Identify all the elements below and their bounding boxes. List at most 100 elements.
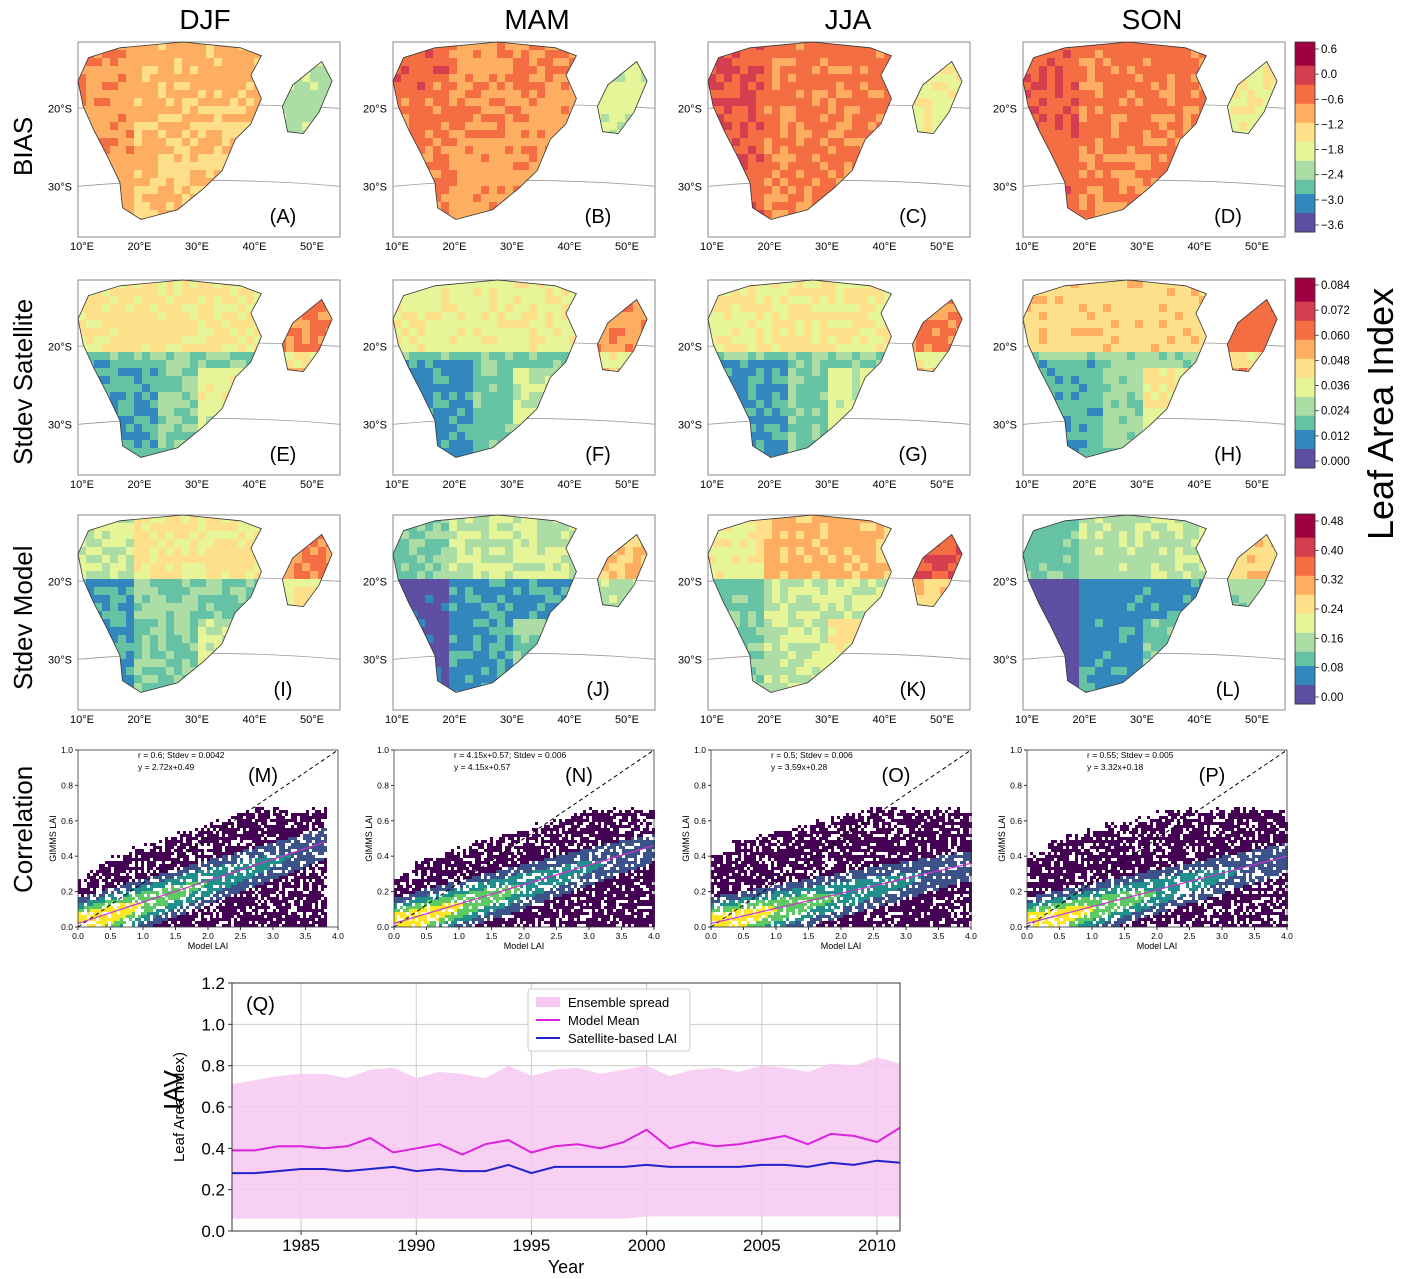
map-cell — [150, 296, 158, 304]
map-cell — [150, 106, 158, 114]
map-cell — [756, 162, 764, 170]
map-cell — [1135, 154, 1143, 162]
map-cell — [1039, 90, 1047, 98]
map-cell — [716, 90, 724, 98]
map-cell — [94, 122, 102, 130]
map-cell — [230, 98, 238, 106]
map-cell — [521, 336, 529, 344]
map-cell — [1071, 90, 1079, 98]
map-cell — [489, 162, 497, 170]
map-cell — [764, 66, 772, 74]
map-cell — [553, 50, 561, 58]
map-cell — [158, 280, 166, 288]
map-cell — [425, 328, 433, 336]
map-cell — [732, 82, 740, 90]
map-cell — [1247, 122, 1255, 130]
map-cell — [174, 352, 182, 360]
map-cell — [86, 312, 94, 320]
map-cell — [238, 122, 246, 130]
map-cell — [489, 392, 497, 400]
map-cell — [206, 90, 214, 98]
map-cell — [425, 50, 433, 58]
map-cell — [214, 50, 222, 58]
lon-label: 20°E — [128, 241, 152, 253]
map-cell — [1087, 82, 1095, 90]
map-cell — [481, 288, 489, 296]
map-cell — [1095, 50, 1103, 58]
map-cell — [481, 202, 489, 210]
map-cell — [110, 146, 118, 154]
map-cell — [126, 82, 134, 90]
map-cell — [158, 106, 166, 114]
map-cell — [465, 178, 473, 186]
map-cell — [537, 146, 545, 154]
map-cell — [804, 178, 812, 186]
map-cell — [1103, 66, 1111, 74]
map-cell — [441, 146, 449, 154]
map-cell — [118, 304, 126, 312]
map-cell — [828, 146, 836, 154]
map-cell — [513, 280, 521, 288]
map-cell — [1191, 74, 1199, 82]
map-cell — [1095, 42, 1103, 50]
map-cell — [1039, 58, 1047, 66]
map-cell — [473, 114, 481, 122]
map-cell — [230, 90, 238, 98]
map-cell — [852, 66, 860, 74]
map-cell — [497, 90, 505, 98]
map-cell — [1255, 114, 1263, 122]
map-cell — [126, 312, 134, 320]
map-cell — [449, 336, 457, 344]
map-cell — [118, 98, 126, 106]
map-cell — [1143, 162, 1151, 170]
map-cell — [214, 408, 222, 416]
map-cell — [238, 114, 246, 122]
map-cell — [1103, 178, 1111, 186]
map-cell — [401, 82, 409, 90]
map-cell — [94, 82, 102, 90]
map-cell — [561, 344, 569, 352]
map-cell — [1063, 122, 1071, 130]
map-cell — [1095, 114, 1103, 122]
map-cell — [158, 114, 166, 122]
map-cell — [401, 106, 409, 114]
map-cell — [102, 368, 110, 376]
map-cell — [457, 352, 465, 360]
map-cell — [505, 106, 513, 114]
map-cell — [820, 82, 828, 90]
map-cell — [142, 122, 150, 130]
map-cell — [553, 106, 561, 114]
map-cell — [86, 106, 94, 114]
map-cell — [513, 90, 521, 98]
map-cell — [238, 58, 246, 66]
map-cell — [529, 138, 537, 146]
map-cell — [441, 122, 449, 130]
map-cell — [86, 336, 94, 344]
map-cell — [294, 106, 302, 114]
map-cell — [1047, 130, 1055, 138]
map-cell — [932, 82, 940, 90]
map-cell — [134, 360, 142, 368]
map-cell — [166, 416, 174, 424]
map-cell — [1119, 154, 1127, 162]
map-cell — [150, 42, 158, 50]
map-cell — [246, 344, 254, 352]
map-panel: 20°S30°S10°E 20°E 30°E 40°E 50°E(A) — [48, 41, 341, 253]
map-cell — [1143, 170, 1151, 178]
map-cell — [625, 98, 633, 106]
map-cell — [150, 50, 158, 58]
map-cell — [497, 194, 505, 202]
map-cell — [433, 138, 441, 146]
map-cell — [521, 368, 529, 376]
map-cell — [788, 170, 796, 178]
map-cell — [393, 74, 401, 82]
map-cell — [417, 98, 425, 106]
map-cell — [465, 328, 473, 336]
map-cell — [505, 376, 513, 384]
map-cell — [206, 368, 214, 376]
map-cell — [481, 42, 489, 50]
map-cell — [481, 432, 489, 440]
map-cell — [401, 114, 409, 122]
map-cell — [174, 432, 182, 440]
map-cell — [529, 376, 537, 384]
